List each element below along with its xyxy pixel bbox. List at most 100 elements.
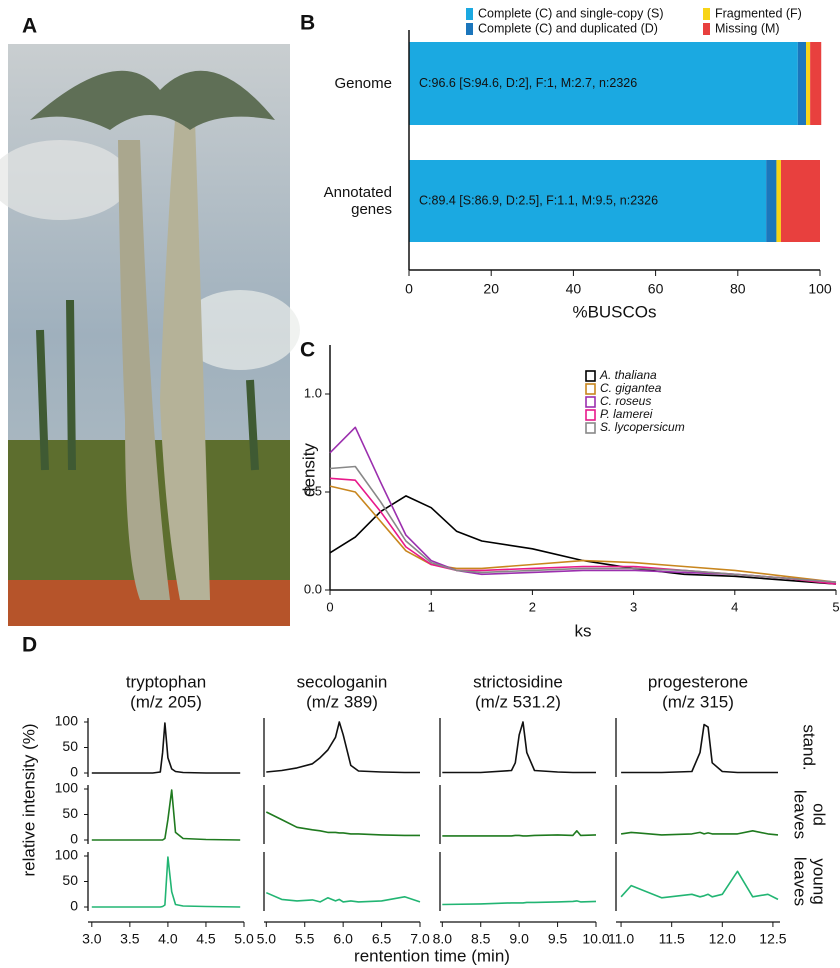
chromatogram-trace [442, 721, 596, 774]
legend-swatch [466, 23, 473, 35]
chromatogram-trace [621, 723, 778, 774]
legend-label: A. thaliana [599, 368, 657, 382]
y-tick-label: 50 [62, 872, 78, 888]
chromatogram-trace [91, 722, 241, 774]
x-axis-title: rentention time (min) [354, 946, 510, 965]
x-tick-label: 7.0 [410, 931, 430, 947]
bar-segment [766, 160, 777, 242]
x-tick-label: 80 [730, 281, 746, 297]
legend-swatch [466, 8, 473, 20]
x-tick-label: 1 [428, 599, 435, 614]
y-tick-label: 100 [55, 713, 79, 729]
y-tick-label: 1.0 [304, 385, 322, 400]
panel-label: C [300, 339, 315, 362]
y-tick-label: 100 [55, 847, 79, 863]
x-tick-label: 2 [529, 599, 536, 614]
x-tick-label: 12.5 [759, 931, 786, 947]
y-axis-title: density [299, 443, 318, 497]
legend-label: Complete (C) and single-copy (S) [478, 6, 664, 20]
x-tick-label: 9.0 [509, 931, 529, 947]
legend-label: C. roseus [600, 394, 651, 408]
x-tick-label: 20 [483, 281, 499, 297]
bar-segment [776, 160, 781, 242]
legend-label: C. gigantea [600, 381, 662, 395]
legend-swatch [585, 396, 596, 408]
x-tick-label: 3.5 [120, 931, 140, 947]
y-tick-label: 50 [62, 738, 78, 754]
legend-label: Complete (C) and duplicated (D) [478, 21, 658, 35]
category-label: Annotated genes [323, 184, 392, 218]
chromatogram-trace [442, 830, 597, 837]
x-tick-label: 40 [566, 281, 582, 297]
column-title: secologanin [297, 672, 388, 691]
x-tick-label: 8.0 [433, 931, 453, 947]
legend-swatch [703, 23, 710, 35]
row-label: young [810, 858, 829, 904]
column-subtitle: (m/z 205) [130, 692, 202, 711]
bar-segment [806, 42, 811, 125]
y-tick-label: 0 [70, 764, 78, 780]
chromatogram-trace [266, 721, 420, 774]
density-line [329, 465, 837, 583]
x-tick-label: 11.5 [659, 931, 685, 947]
legend-label: Missing (M) [715, 21, 780, 35]
row-label: leaves [791, 857, 810, 906]
x-tick-label: 3 [630, 599, 637, 614]
panel-label: A [22, 15, 37, 38]
bar-segment [409, 160, 767, 242]
photo [0, 44, 300, 626]
x-tick-label: 6.5 [372, 931, 392, 947]
density-line [329, 426, 837, 583]
x-tick-label: 11.0 [608, 931, 634, 947]
bar-segment [409, 42, 798, 125]
column-title: strictosidine [473, 672, 563, 691]
row-label: leaves [791, 790, 810, 839]
y-tick-label: 100 [55, 780, 79, 796]
x-tick-label: 8.5 [471, 931, 491, 947]
y-tick-label: 50 [62, 805, 78, 821]
chromatogram-trace [91, 789, 241, 841]
bar-segment [780, 160, 820, 242]
legend-swatch [585, 383, 596, 395]
chromatogram-trace [620, 870, 779, 901]
y-tick-label: 0 [70, 831, 78, 847]
legend-swatch [703, 8, 710, 20]
x-tick-label: 0 [326, 599, 333, 614]
legend-label: Fragmented (F) [715, 6, 802, 20]
legend-label: P. lamerei [600, 407, 653, 421]
column-subtitle: (m/z 531.2) [475, 692, 561, 711]
x-tick-label: 9.5 [548, 931, 568, 947]
x-tick-label: 5.5 [295, 931, 315, 947]
x-axis-title: ks [575, 621, 592, 640]
x-tick-label: 6.0 [333, 931, 353, 947]
chromatogram-trace [91, 856, 241, 908]
bar-annotation: C:89.4 [S:86.9, D:2.5], F:1.1, M:9.5, n:… [419, 193, 658, 207]
legend-swatch [585, 422, 596, 434]
legend-swatch [585, 370, 596, 382]
density-line [329, 485, 837, 583]
legend-label: S. lycopersicum [600, 420, 685, 434]
x-tick-label: 0 [405, 281, 413, 297]
x-tick-label: 3.0 [82, 931, 102, 947]
x-tick-label: 5 [832, 599, 839, 614]
x-tick-label: 60 [648, 281, 664, 297]
x-axis-title: %BUSCOs [572, 302, 656, 321]
chromatogram-trace [442, 900, 597, 906]
panel-label: B [300, 12, 315, 35]
chromatogram-trace [265, 811, 420, 837]
x-tick-label: 5.0 [234, 931, 254, 947]
y-axis-title: relative intensity (%) [19, 723, 38, 876]
x-tick-label: 4.5 [196, 931, 216, 947]
column-subtitle: (m/z 315) [662, 692, 734, 711]
bar-segment [810, 42, 822, 125]
x-tick-label: 5.0 [257, 931, 277, 947]
y-tick-label: 0.5 [304, 483, 322, 498]
column-title: progesterone [648, 672, 748, 691]
bar-segment [797, 42, 807, 125]
x-tick-label: 100 [808, 281, 832, 297]
legend-swatch [585, 409, 596, 421]
column-subtitle: (m/z 389) [306, 692, 378, 711]
column-title: tryptophan [126, 672, 206, 691]
